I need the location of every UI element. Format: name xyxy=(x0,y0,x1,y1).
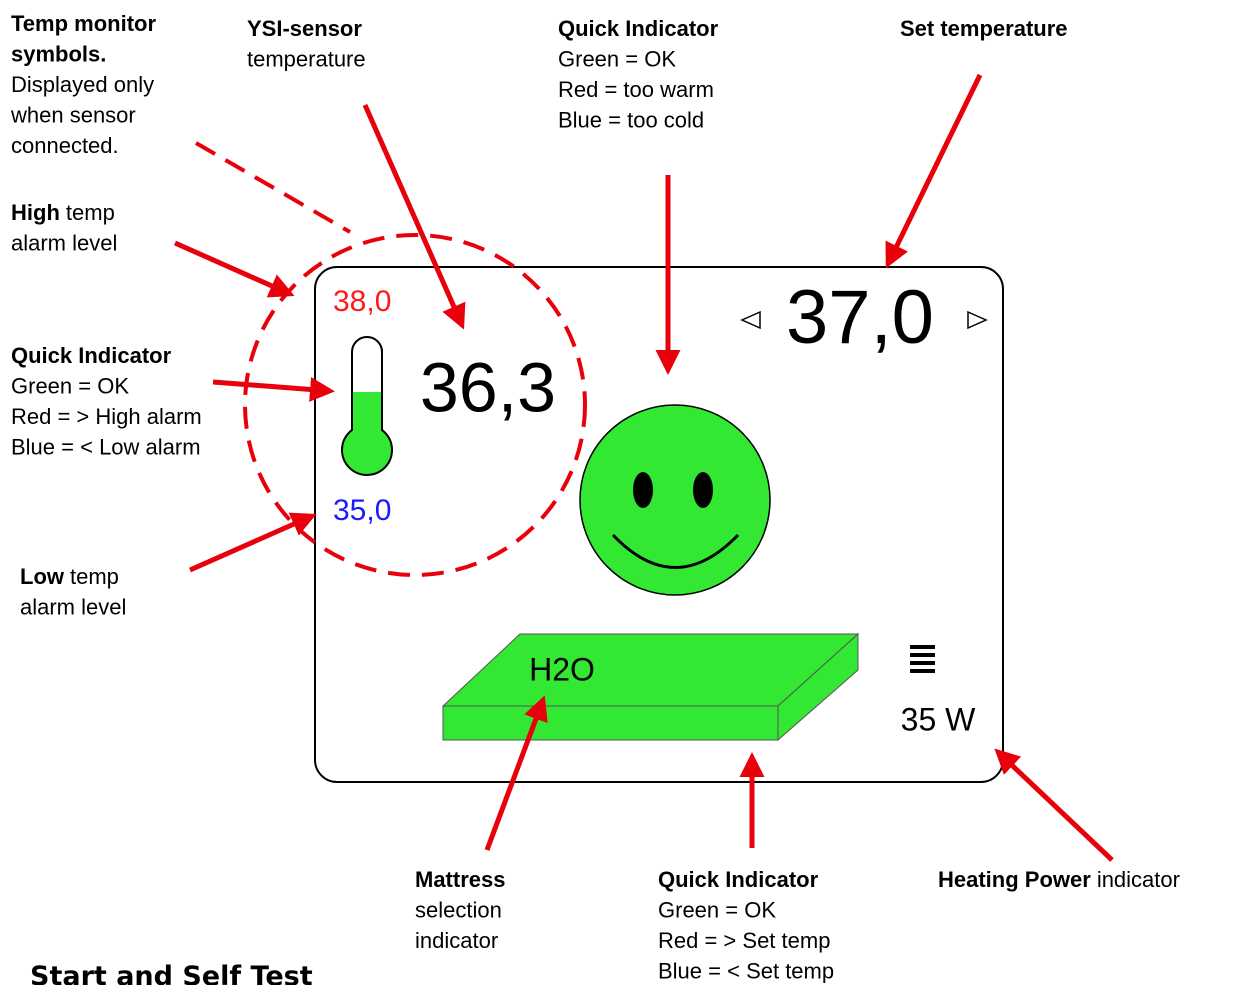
mattress-label: H2O xyxy=(529,651,595,687)
annotation-bold: Quick Indicator xyxy=(558,16,719,41)
annotation-bold: symbols. xyxy=(11,41,106,66)
annotation-line: Blue = too cold xyxy=(558,107,704,132)
heading: Start and Self Test xyxy=(30,961,313,985)
annotation-line: alarm level xyxy=(20,594,126,619)
power-icon xyxy=(910,645,935,673)
mattress xyxy=(441,632,860,742)
annotation-line: Red = > High alarm xyxy=(11,404,202,429)
annotation-line: temperature xyxy=(247,46,366,71)
annotation-line: Quick Indicator xyxy=(558,16,719,41)
annotation-text: temperature xyxy=(247,46,366,71)
annotation-text: connected. xyxy=(11,133,119,158)
annotation-line: Quick Indicator xyxy=(11,343,172,368)
annotation-line: when sensor xyxy=(10,102,136,127)
annotation-line: Blue = < Low alarm xyxy=(11,434,201,459)
annotation-bold: YSI-sensor xyxy=(247,16,362,41)
sensor-temp: 36,3 xyxy=(420,348,556,426)
annotation-line: Set temperature xyxy=(900,16,1068,41)
annotation-line: Low temp xyxy=(20,564,119,589)
annotation-text: Green = OK xyxy=(658,897,776,922)
annotation-line: YSI-sensor xyxy=(247,16,362,41)
annotation-text: temp xyxy=(70,564,119,589)
decrease-icon xyxy=(740,310,761,330)
annotation-line: alarm level xyxy=(11,230,117,255)
annotation-text: Red = too warm xyxy=(558,77,714,102)
annotation-line: Red = > Set temp xyxy=(658,928,830,953)
annotation-line: Green = OK xyxy=(558,46,676,71)
annotation-text: Blue = < Set temp xyxy=(658,958,834,983)
annotation-text: alarm level xyxy=(11,230,117,255)
annotation-line: Green = OK xyxy=(658,897,776,922)
annotation-bold: Heating Power xyxy=(938,867,1091,892)
annotation-text: Displayed only xyxy=(11,72,154,97)
dashed-circle xyxy=(243,233,587,577)
annotation-line: Mattress xyxy=(415,867,505,892)
annotation-line: Displayed only xyxy=(11,72,154,97)
annotation-line: symbols. xyxy=(11,41,106,66)
annotation-bold: Mattress xyxy=(415,867,505,892)
smiley xyxy=(579,404,771,596)
annotation-text: indicator xyxy=(415,928,498,953)
annotation-text: Red = > High alarm xyxy=(11,404,202,429)
annotation-line: High temp xyxy=(11,200,115,225)
annotation-line: selection xyxy=(415,897,502,922)
annotation-text: Green = OK xyxy=(11,373,129,398)
annotation-line: Red = too warm xyxy=(558,77,714,102)
dashed-line xyxy=(194,141,352,234)
power-label: 35 W xyxy=(901,701,976,737)
annotation-bold: Quick Indicator xyxy=(11,343,172,368)
annotation-text: indicator xyxy=(1097,867,1180,892)
arrows xyxy=(173,73,1114,862)
annotation-line: Blue = < Set temp xyxy=(658,958,834,983)
annotation-line: Quick Indicator xyxy=(658,867,819,892)
annotation-line: connected. xyxy=(11,133,119,158)
annotation-text: Blue = < Low alarm xyxy=(11,434,201,459)
high-alarm: 38,0 xyxy=(333,285,391,318)
annotation-text: alarm level xyxy=(20,594,126,619)
annotation-text: Red = > Set temp xyxy=(658,928,830,953)
thermometer xyxy=(341,336,393,476)
annotation-line: indicator xyxy=(415,928,498,953)
annotation-bold: Low xyxy=(20,564,65,589)
annotation-text: Blue = too cold xyxy=(558,107,704,132)
annotation-text: Green = OK xyxy=(558,46,676,71)
annotation-line: Green = OK xyxy=(11,373,129,398)
increase-icon xyxy=(967,310,988,330)
annotation-line: Temp monitor xyxy=(11,11,156,36)
annotation-text: temp xyxy=(66,200,115,225)
annotation-text: selection xyxy=(415,897,502,922)
annotation-line: Heating Power indicator xyxy=(938,867,1180,892)
annotation-bold: Temp monitor xyxy=(11,11,156,36)
annotation-bold: Quick Indicator xyxy=(658,867,819,892)
annotation-bold: Set temperature xyxy=(900,16,1068,41)
low-alarm: 35,0 xyxy=(333,494,391,527)
annotation-bold: High xyxy=(11,200,60,225)
set-temp: 37,0 xyxy=(786,275,934,360)
annotation-text: when sensor xyxy=(10,102,136,127)
